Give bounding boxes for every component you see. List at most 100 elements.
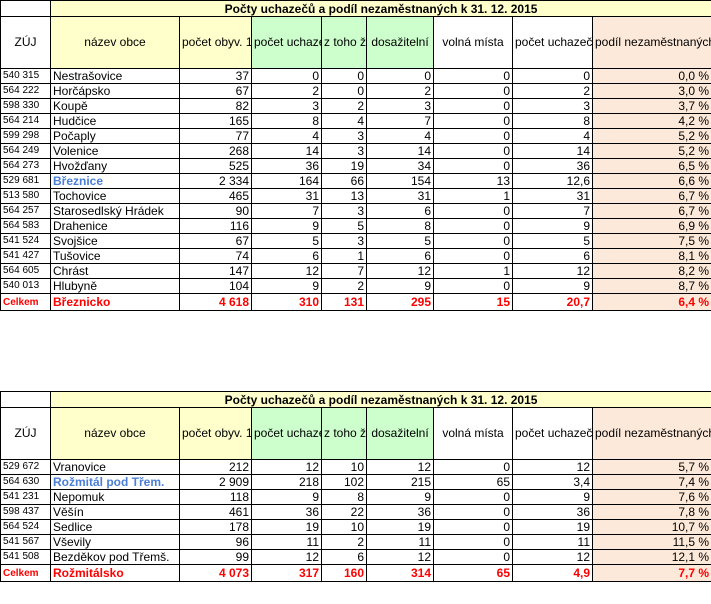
cell-applicants: 2 xyxy=(251,83,322,99)
cell-reachable: 3 xyxy=(366,98,434,114)
total-cell-vacancies: 15 xyxy=(433,293,513,311)
cell-share: 6,6 % xyxy=(591,173,711,189)
cell-population: 77 xyxy=(179,128,252,144)
cell-ratio: 12,6 xyxy=(512,173,593,189)
cell-vacancies: 1 xyxy=(433,263,513,279)
title-spacer xyxy=(0,0,51,17)
table-row: 513 580 Tochovice 465 31 13 31 1 31 6,7 % xyxy=(0,188,711,204)
cell-population: 116 xyxy=(179,218,252,234)
cell-applicants: 9 xyxy=(251,278,322,294)
cell-population: 74 xyxy=(179,248,252,264)
cell-women: 3 xyxy=(321,143,367,159)
table-row: 541 567 Vševily 96 11 2 11 0 11 11,5 % xyxy=(0,534,711,550)
cell-applicants: 6 xyxy=(251,248,322,264)
cell-vacancies: 0 xyxy=(433,83,513,99)
total-cell-name: Rožmitálsko xyxy=(50,564,180,582)
cell-population: 212 xyxy=(179,459,252,475)
cell-share: 4,2 % xyxy=(591,113,711,129)
total-cell-zuj: Celkem xyxy=(0,293,51,311)
cell-vacancies: 0 xyxy=(433,534,513,550)
cell-zuj: 564 222 xyxy=(0,83,51,99)
cell-zuj: 598 330 xyxy=(0,98,51,114)
cell-vacancies: 0 xyxy=(433,68,513,84)
cell-share: 0,0 % xyxy=(591,68,711,84)
total-cell-reachable: 314 xyxy=(366,564,434,582)
cell-vacancies: 0 xyxy=(433,218,513,234)
cell-zuj: 564 605 xyxy=(0,263,51,279)
total-cell-women: 131 xyxy=(321,293,367,311)
header-ratio: počet uchazečů na 1 VM xyxy=(512,407,593,460)
header-zuj: ZÚJ xyxy=(0,16,51,69)
cell-women: 19 xyxy=(321,158,367,174)
cell-women: 2 xyxy=(321,278,367,294)
cell-vacancies: 0 xyxy=(433,504,513,520)
cell-women: 1 xyxy=(321,248,367,264)
cell-name: Horčápsko xyxy=(50,83,180,99)
cell-share: 3,0 % xyxy=(591,83,711,99)
cell-name: Hvožďany xyxy=(50,158,180,174)
cell-population: 465 xyxy=(179,188,252,204)
header-share: podíl nezaměstnaných v % xyxy=(591,407,711,460)
table-row: 541 524 Svojšice 67 5 3 5 0 5 7,5 % xyxy=(0,233,711,249)
header-applicants: počet uchazečů xyxy=(251,16,322,69)
cell-women: 0 xyxy=(321,83,367,99)
table-row: 564 630 Rožmitál pod Třem. 2 909 218 102 215 6… xyxy=(0,474,711,490)
cell-reachable: 154 xyxy=(366,173,434,189)
header-ratio: počet uchazečů na 1 VM xyxy=(512,16,593,69)
cell-women: 7 xyxy=(321,263,367,279)
cell-reachable: 31 xyxy=(366,188,434,204)
cell-zuj: 541 508 xyxy=(0,549,51,565)
cell-name: Vševily xyxy=(50,534,180,550)
cell-name: Sedlice xyxy=(50,519,180,535)
total-cell-ratio: 20,7 xyxy=(512,293,593,311)
cell-ratio: 12 xyxy=(512,459,593,475)
table-row: 564 273 Hvožďany 525 36 19 34 0 36 6,5 % xyxy=(0,158,711,174)
cell-applicants: 164 xyxy=(251,173,322,189)
header-reachable: dosažitelní xyxy=(366,16,434,69)
cell-name: Rožmitál pod Třem. xyxy=(50,474,180,490)
cell-population: 461 xyxy=(179,504,252,520)
cell-share: 5,2 % xyxy=(591,143,711,159)
cell-applicants: 4 xyxy=(251,128,322,144)
cell-share: 7,4 % xyxy=(591,474,711,490)
cell-applicants: 218 xyxy=(251,474,322,490)
cell-zuj: 541 231 xyxy=(0,489,51,505)
cell-zuj: 540 315 xyxy=(0,68,51,84)
cell-ratio: 4 xyxy=(512,128,593,144)
total-cell-share: 7,7 % xyxy=(591,564,711,582)
cell-reachable: 12 xyxy=(366,459,434,475)
title-spacer xyxy=(0,391,51,408)
cell-share: 7,8 % xyxy=(591,504,711,520)
cell-vacancies: 65 xyxy=(433,474,513,490)
cell-share: 6,9 % xyxy=(591,218,711,234)
cell-population: 67 xyxy=(179,83,252,99)
cell-reachable: 5 xyxy=(366,233,434,249)
cell-women: 13 xyxy=(321,188,367,204)
cell-zuj: 564 524 xyxy=(0,519,51,535)
header-reachable: dosažitelní xyxy=(366,407,434,460)
cell-vacancies: 0 xyxy=(433,203,513,219)
cell-vacancies: 0 xyxy=(433,113,513,129)
cell-share: 7,6 % xyxy=(591,489,711,505)
cell-ratio: 6 xyxy=(512,248,593,264)
cell-name: Starosedlský Hrádek xyxy=(50,203,180,219)
cell-zuj: 529 681 xyxy=(0,173,51,189)
cell-vacancies: 0 xyxy=(433,233,513,249)
cell-women: 102 xyxy=(321,474,367,490)
cell-applicants: 3 xyxy=(251,98,322,114)
cell-reachable: 7 xyxy=(366,113,434,129)
cell-vacancies: 1 xyxy=(433,188,513,204)
table-row: 529 681 Březnice 2 334 164 66 154 13 12,6 6,6 % xyxy=(0,173,711,189)
total-cell-applicants: 310 xyxy=(251,293,322,311)
table-row: 599 298 Počaply 77 4 3 4 0 4 5,2 % xyxy=(0,128,711,144)
cell-population: 2 334 xyxy=(179,173,252,189)
cell-zuj: 598 437 xyxy=(0,504,51,520)
table-row: 564 257 Starosedlský Hrádek 90 7 3 6 0 7 6,7 % xyxy=(0,203,711,219)
cell-ratio: 8 xyxy=(512,113,593,129)
table-row: 564 605 Chrást 147 12 7 12 1 12 8,2 % xyxy=(0,263,711,279)
header-zuj: ZÚJ xyxy=(0,407,51,460)
cell-women: 66 xyxy=(321,173,367,189)
cell-population: 104 xyxy=(179,278,252,294)
cell-applicants: 12 xyxy=(251,263,322,279)
cell-ratio: 11 xyxy=(512,534,593,550)
